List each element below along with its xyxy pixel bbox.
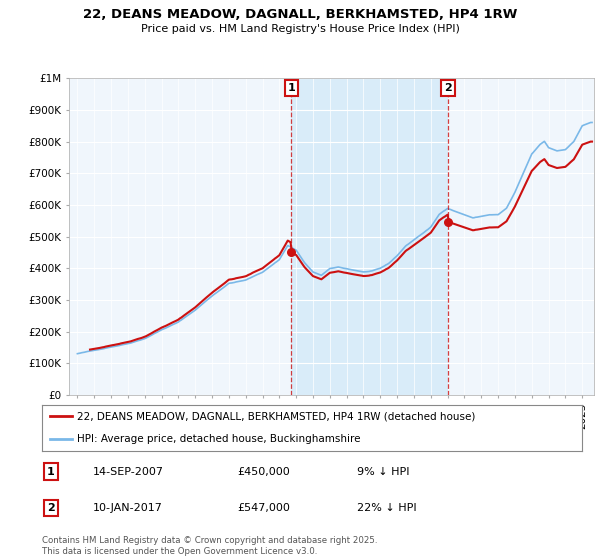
Text: 1: 1 [47,466,55,477]
Text: £450,000: £450,000 [237,466,290,477]
Text: Price paid vs. HM Land Registry's House Price Index (HPI): Price paid vs. HM Land Registry's House … [140,24,460,34]
Text: 2: 2 [47,503,55,513]
Text: £547,000: £547,000 [237,503,290,513]
Point [443,217,453,226]
Point [286,248,296,257]
Text: 22, DEANS MEADOW, DAGNALL, BERKHAMSTED, HP4 1RW (detached house): 22, DEANS MEADOW, DAGNALL, BERKHAMSTED, … [77,412,475,421]
Text: 22, DEANS MEADOW, DAGNALL, BERKHAMSTED, HP4 1RW: 22, DEANS MEADOW, DAGNALL, BERKHAMSTED, … [83,8,517,21]
Text: 10-JAN-2017: 10-JAN-2017 [93,503,163,513]
Text: 22% ↓ HPI: 22% ↓ HPI [357,503,416,513]
Text: Contains HM Land Registry data © Crown copyright and database right 2025.
This d: Contains HM Land Registry data © Crown c… [42,536,377,556]
Text: 14-SEP-2007: 14-SEP-2007 [93,466,164,477]
Text: 2: 2 [444,83,452,93]
Text: 9% ↓ HPI: 9% ↓ HPI [357,466,409,477]
Text: 1: 1 [287,83,295,93]
Bar [291,78,448,395]
Text: HPI: Average price, detached house, Buckinghamshire: HPI: Average price, detached house, Buck… [77,435,361,444]
